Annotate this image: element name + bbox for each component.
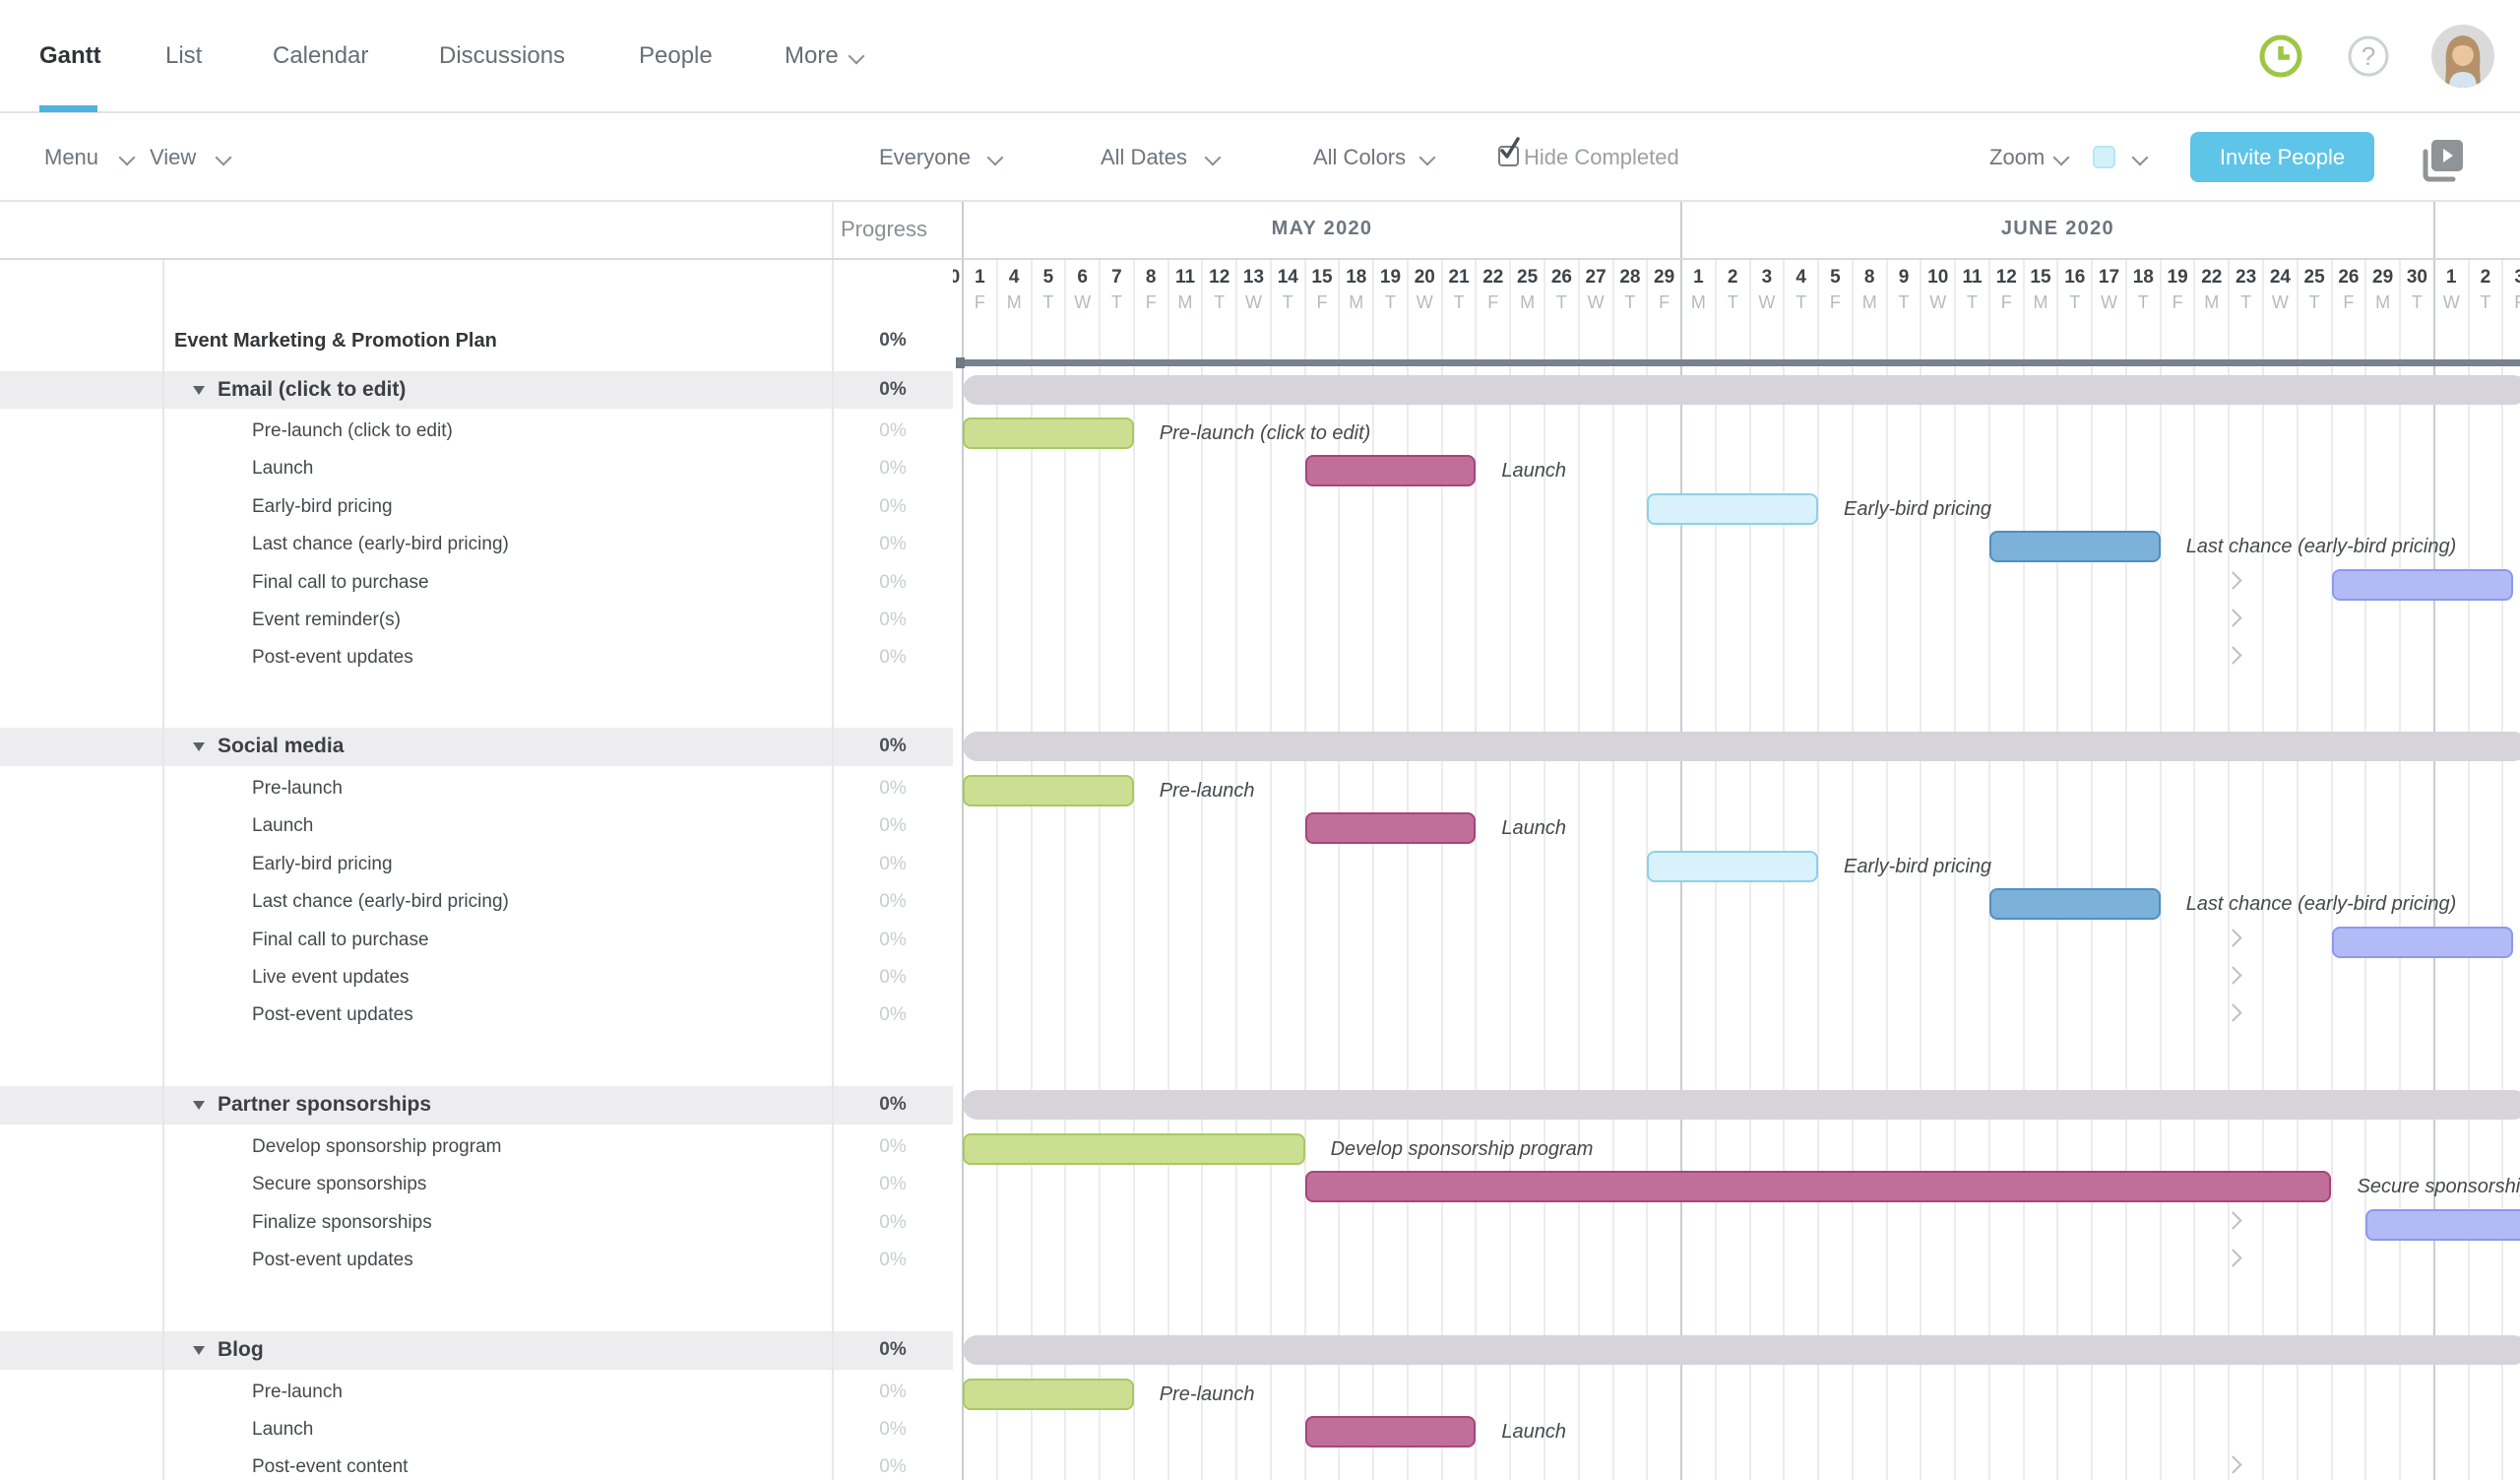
svg-text:?: ?	[2362, 41, 2375, 71]
